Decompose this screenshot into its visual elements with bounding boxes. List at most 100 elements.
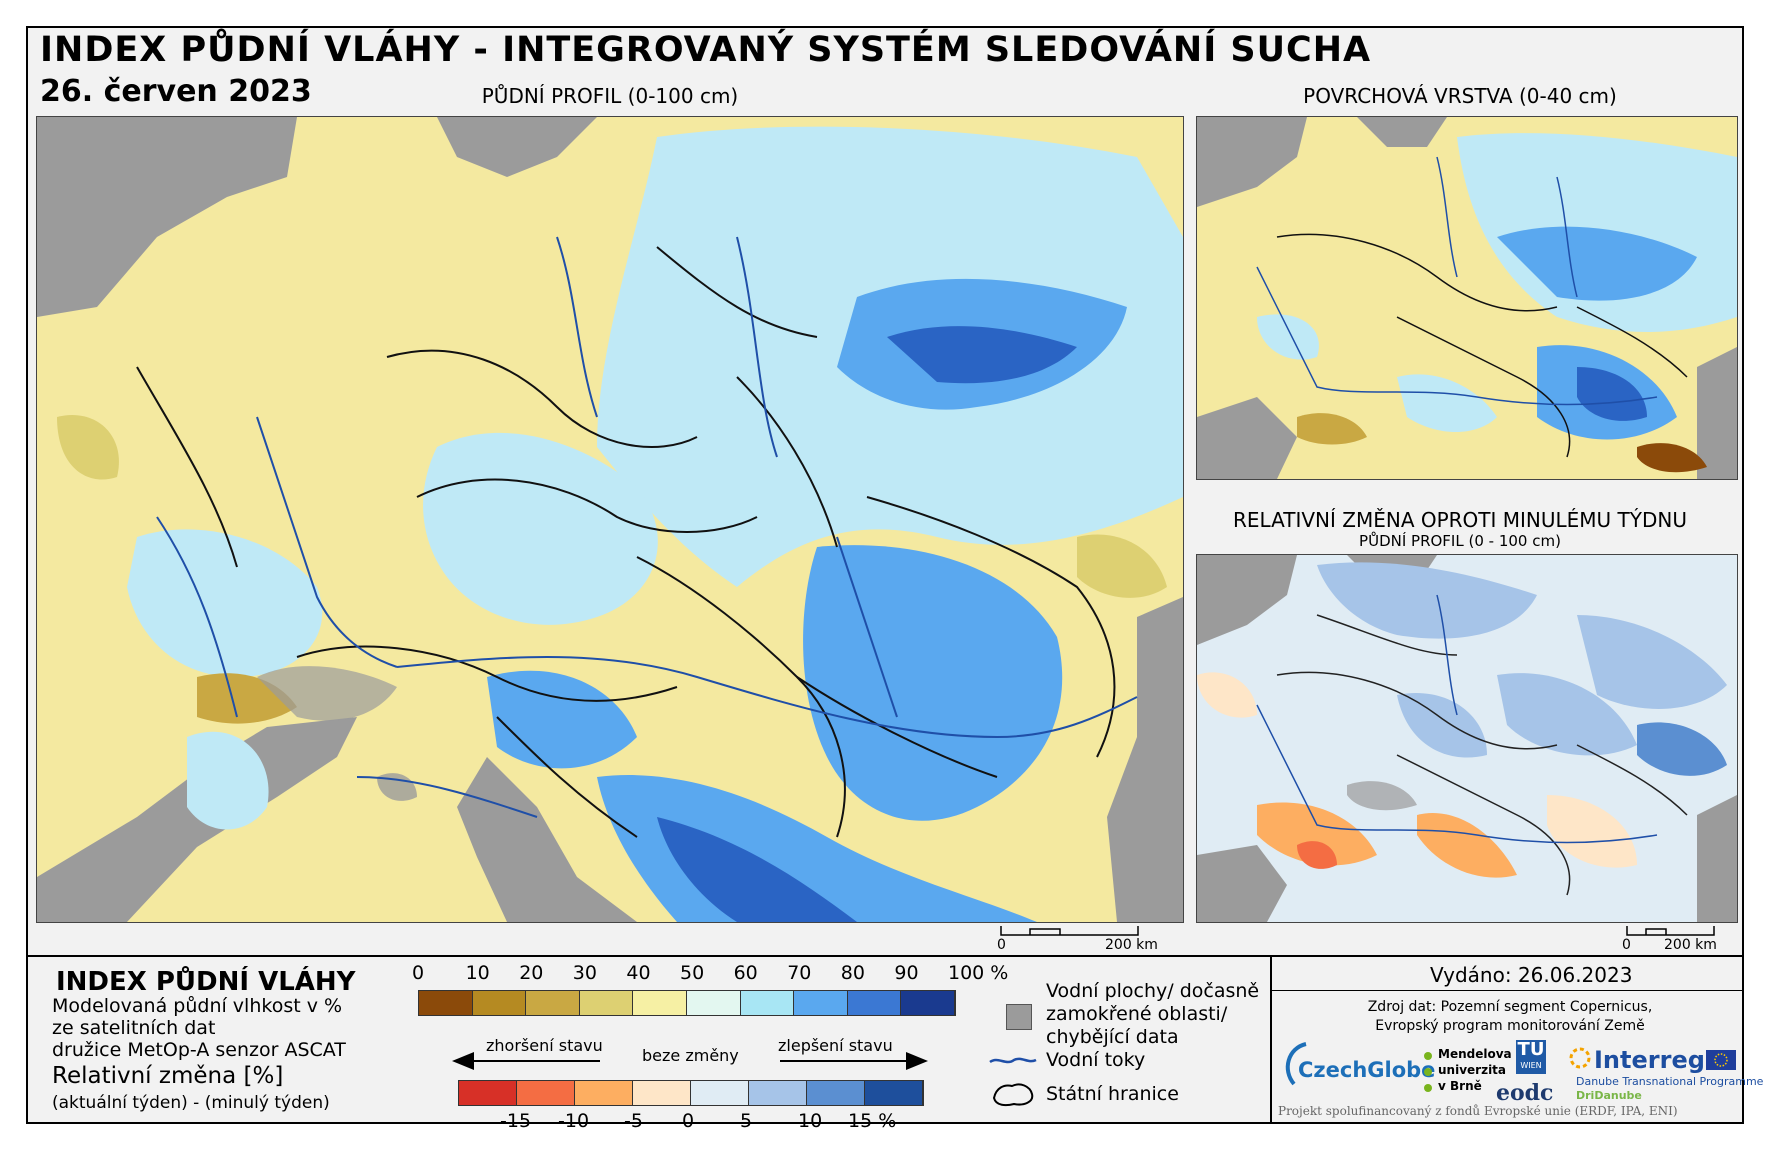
index-tick-label: 70 [787,962,812,984]
water-label-2: zamokřené oblasti/ [1046,1003,1228,1025]
dridanube-label: DriDanube [1576,1089,1642,1102]
mendel-dot-icon [1424,1084,1432,1092]
change-scale-swatch [575,1081,633,1105]
main-panel-label: PŮDNÍ PROFIL (0-100 cm) [481,84,739,108]
tu-wien-sub: WIEN [1520,1061,1542,1070]
surface-map-graphic [1197,117,1737,479]
change-arrows [452,1052,928,1070]
legend-change-title: Relativní změna [%] [52,1063,284,1089]
index-scale-swatch [472,991,527,1015]
page-title: INDEX PŮDNÍ VLÁHY - INTEGROVANÝ SYSTÉM S… [40,30,1372,70]
index-tick-label: 100 % [948,962,1009,984]
main-scalebar-end: 200 km [1105,937,1158,953]
mendel-line-3: v Brně [1438,1079,1482,1093]
change-scale-swatch [807,1081,865,1105]
legend-title: INDEX PŮDNÍ VLÁHY [56,967,356,997]
main-soil-moisture-map[interactable] [36,116,1184,923]
surface-panel-label: POVRCHOVÁ VRSTVA (0-40 cm) [1303,84,1617,108]
legend-change-desc: (aktuální týden) - (minulý týden) [52,1093,330,1113]
better-label: zlepšení stavu [778,1036,893,1055]
index-tick-label: 30 [572,962,597,984]
change-panel-label: RELATIVNÍ ZMĚNA OPROTI MINULÉMU TÝDNU [1232,508,1687,532]
index-tick-label: 10 [465,962,490,984]
index-scale-swatch [847,991,902,1015]
legend-panel [26,955,1744,1126]
funding-note: Projekt spolufinancovaný z fondů Evropsk… [1278,1104,1678,1118]
border-swatch [992,1083,1034,1107]
change-tick-label: 15 % [848,1110,897,1132]
index-tick-label: 90 [894,962,919,984]
water-label-1: Vodní plochy/ dočasně [1046,980,1260,1002]
index-scale-swatch [526,991,580,1015]
issued-date: Vydáno: 26.06.2023 [1430,963,1633,987]
worse-label: zhoršení stavu [486,1036,603,1055]
water-swatch [1006,1004,1032,1030]
change-tick-label: 5 [740,1110,753,1132]
change-panel-sublabel: PŮDNÍ PROFIL (0 - 100 cm) [1359,532,1561,550]
index-tick-label: 0 [412,962,425,984]
change-tick-label: 10 [798,1110,823,1132]
change-color-scale [458,1080,924,1106]
issued-divider [1270,990,1744,991]
change-map-graphic [1197,555,1737,922]
surface-soil-moisture-map[interactable] [1196,116,1738,480]
legend-desc-3: družice MetOp-A senzor ASCAT [52,1039,346,1061]
mendel-line-1: Mendelova [1438,1047,1512,1061]
mendel-logo: Mendelova univerzita v Brně [1438,1046,1512,1094]
legend-desc-1: Modelovaná půdní vlhkost v % [52,995,343,1017]
index-scale-swatch [419,991,473,1015]
legend-desc-2: ze satelitních dat [52,1017,216,1039]
czechglobe-logo: CzechGlobe [1298,1058,1436,1082]
nochange-label: beze změny [642,1046,739,1065]
change-scale-swatch [517,1081,575,1105]
change-scale-swatch [459,1081,517,1105]
interreg-logo: Interreg [1594,1046,1705,1074]
index-tick-label: 50 [680,962,705,984]
index-tick-label: 40 [626,962,651,984]
eu-flag-icon [1706,1050,1736,1070]
danube-programme-label: Danube Transnational Programme [1576,1075,1764,1088]
mendel-dot-icon [1424,1068,1432,1076]
tu-wien-mark: TU [1517,1039,1545,1060]
map-date: 26. červen 2023 [40,74,312,109]
change-scale-swatch [865,1081,923,1105]
small-scalebar-graphic [1626,926,1715,936]
index-tick-label: 20 [519,962,544,984]
data-source: Zdroj dat: Pozemní segment Copernicus, E… [1290,998,1730,1036]
change-scale-swatch [691,1081,749,1105]
rivers-label: Vodní toky [1046,1049,1146,1071]
index-scale-swatch [794,991,848,1015]
czechglobe-swoosh-icon [1285,1042,1307,1086]
change-tick-label: -15 [500,1110,532,1132]
mendel-line-2: univerzita [1438,1063,1507,1077]
mendel-dot-icon [1424,1052,1432,1060]
index-scale-swatch [901,991,955,1015]
index-tick-label: 60 [733,962,758,984]
small-scalebar-end: 200 km [1664,937,1717,953]
legend-divider [1270,955,1272,1124]
eodc-logo: eodc [1496,1080,1554,1106]
index-tick-label: 80 [840,962,865,984]
change-tick-label: -10 [558,1110,590,1132]
small-scalebar-zero: 0 [1622,937,1631,953]
water-label-3: chybějící data [1046,1026,1179,1048]
index-color-scale [418,990,956,1016]
change-scale-swatch [633,1081,691,1105]
change-tick-label: 0 [682,1110,695,1132]
river-swatch [989,1057,1037,1064]
change-tick-label: -5 [624,1110,643,1132]
source-line-2: Evropský program monitorování Země [1375,1018,1645,1034]
weekly-change-map[interactable] [1196,554,1738,923]
index-scale-swatch [686,991,741,1015]
main-scalebar-graphic [1000,926,1139,936]
main-map-graphic [37,117,1183,922]
main-scalebar-zero: 0 [997,937,1006,953]
tu-wien-logo: TU WIEN [1516,1040,1546,1074]
change-scale-swatch [749,1081,807,1105]
source-line-1: Zdroj dat: Pozemní segment Copernicus, [1367,999,1653,1015]
index-scale-swatch [579,991,634,1015]
borders-label: Státní hranice [1046,1083,1179,1105]
index-scale-swatch [740,991,795,1015]
index-scale-swatch [633,991,687,1015]
interreg-star-icon [1569,1047,1591,1069]
